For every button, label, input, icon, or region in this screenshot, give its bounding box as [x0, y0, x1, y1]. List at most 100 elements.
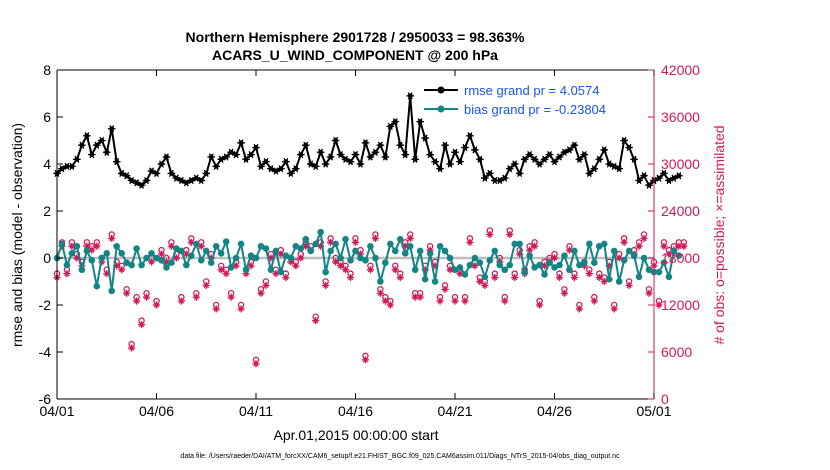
obs-assimilated-stroke — [337, 263, 344, 269]
obs-assimilated-point — [635, 242, 643, 250]
rmse-point-stroke — [611, 162, 617, 170]
obs-assimilated-stroke — [352, 239, 359, 246]
rmse-point-stroke — [173, 174, 179, 182]
bias-point — [546, 259, 553, 267]
rmse-point — [222, 153, 230, 161]
rmse-point — [247, 150, 255, 159]
rmse-point — [600, 146, 609, 154]
bias-point — [272, 247, 280, 255]
rmse-point — [371, 148, 380, 156]
rmse-point — [406, 92, 415, 100]
rmse-point-stroke — [318, 148, 324, 156]
obs-assimilated-stroke — [397, 274, 403, 281]
obs-assimilated-stroke — [636, 243, 642, 249]
obs-assimilated-point — [128, 344, 136, 352]
rmse-point-stroke — [263, 158, 269, 166]
rmse-point-stroke — [293, 165, 299, 173]
y-right-tick-label: 36000 — [661, 109, 700, 125]
rmse-point — [520, 155, 529, 163]
obs-assimilated-point — [137, 320, 146, 329]
obs-assimilated-point — [481, 281, 489, 290]
obs-assimilated-stroke — [666, 251, 672, 257]
obs-assimilated-stroke — [213, 306, 219, 312]
obs-assimilated-point — [152, 301, 161, 309]
bias-point — [521, 268, 528, 276]
rmse-point — [550, 158, 559, 166]
bias-point — [675, 252, 683, 259]
rmse-point — [481, 174, 489, 182]
obs-assimilated-point — [560, 289, 569, 297]
rmse-point-stroke — [636, 176, 642, 185]
rmse-point — [451, 148, 459, 156]
rmse-point-stroke — [616, 165, 622, 173]
rmse-point-stroke — [407, 92, 413, 100]
rmse-point — [287, 169, 295, 178]
bias-point — [153, 254, 160, 262]
obs-assimilated-stroke — [641, 235, 647, 242]
obs-assimilated-stroke — [601, 278, 607, 285]
obs-assimilated-stroke — [168, 243, 175, 249]
rmse-point — [207, 153, 216, 161]
bias-point — [287, 254, 295, 262]
obs-assimilated-point — [486, 230, 494, 239]
rmse-point — [112, 158, 121, 166]
bias-point — [327, 247, 334, 255]
obs-assimilated-stroke — [661, 243, 667, 249]
rmse-point-stroke — [552, 158, 557, 166]
rmse-point — [147, 167, 156, 175]
y-right-tick-label: 42000 — [661, 62, 700, 78]
rmse-point — [351, 150, 360, 159]
rmse-point — [540, 155, 549, 163]
obs-assimilated-point — [133, 297, 141, 305]
rmse-point-stroke — [243, 155, 249, 163]
bias-point — [426, 250, 434, 257]
obs-assimilated-stroke — [392, 267, 399, 273]
obs-assimilated-stroke — [442, 286, 448, 293]
obs-assimilated-stroke — [462, 298, 468, 304]
obs-assimilated-stroke — [387, 302, 394, 308]
legend-rmse-marker — [437, 86, 445, 94]
obs-assimilated-point — [595, 273, 603, 282]
bias-point — [267, 266, 275, 274]
obs-assimilated-point — [381, 297, 389, 305]
rmse-point-stroke — [283, 158, 289, 166]
obs-assimilated-point — [575, 305, 583, 313]
obs-assimilated-point — [531, 242, 539, 250]
bias-point — [73, 242, 81, 250]
obs-assimilated-point — [540, 262, 549, 270]
bias-point — [143, 254, 150, 262]
rmse-point — [366, 153, 375, 161]
obs-assimilated-stroke — [452, 298, 458, 304]
bias-point — [595, 242, 603, 250]
obs-assimilated-stroke — [322, 282, 329, 289]
bias-point — [78, 266, 86, 274]
rmse-point-stroke — [94, 141, 100, 149]
bias-point — [168, 259, 175, 267]
bias-point — [476, 259, 484, 267]
obs-assimilated-stroke — [372, 235, 379, 242]
bias-point — [526, 252, 533, 259]
obs-assimilated-point — [660, 242, 668, 250]
rmse-point — [466, 132, 474, 140]
rmse-point — [381, 153, 390, 161]
obs-assimilated-point — [212, 305, 220, 313]
rmse-point — [555, 153, 564, 161]
bias-point — [591, 259, 598, 267]
obs-assimilated-stroke — [616, 255, 622, 261]
rmse-point — [515, 169, 524, 178]
obs-assimilated-point — [351, 238, 360, 246]
rmse-point-stroke — [313, 162, 319, 170]
obs-assimilated-point — [252, 360, 260, 368]
rmse-bias-layer — [53, 92, 683, 295]
obs-assimilated-stroke — [621, 239, 627, 246]
rmse-point — [361, 139, 370, 147]
bias-point — [506, 261, 514, 269]
rmse-point — [640, 172, 648, 180]
obs-assimilated-stroke — [556, 274, 563, 281]
rmse-point-stroke — [502, 174, 508, 182]
rmse-point-stroke — [358, 160, 363, 168]
rmse-point-stroke — [203, 169, 209, 178]
rmse-point-stroke — [258, 162, 264, 170]
rmse-point — [321, 160, 330, 168]
rmse-point — [316, 148, 325, 156]
